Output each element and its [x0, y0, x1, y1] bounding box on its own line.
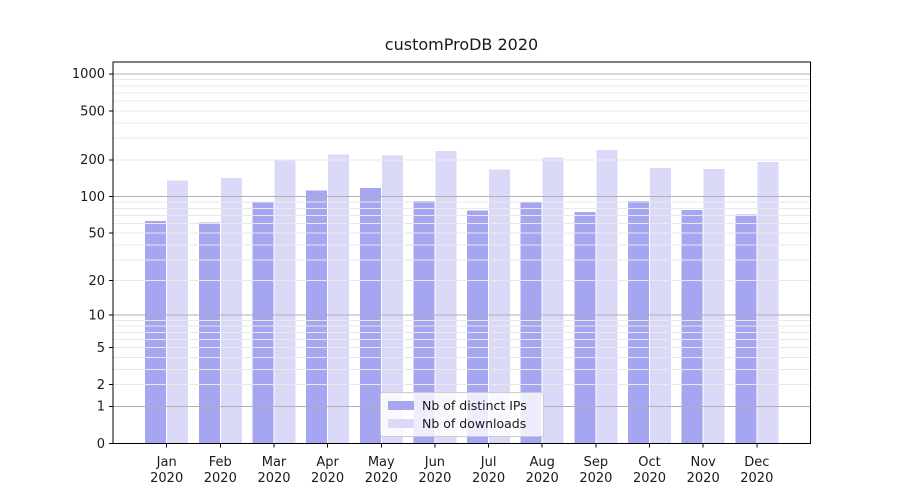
y-tick-label: 0: [97, 437, 105, 452]
x-tick-label: Oct 2020: [633, 455, 666, 486]
bar-downloads-may: [381, 155, 403, 444]
bar-distinct-ips-jun: [413, 201, 435, 444]
x-tick-label: May 2020: [365, 455, 398, 486]
y-tick-label: 5: [97, 341, 105, 356]
bar-distinct-ips-apr: [306, 190, 328, 444]
bar-downloads-aug: [542, 157, 564, 444]
legend-item-distinct-ips: Nb of distinct IPs: [388, 398, 536, 413]
legend-item-downloads: Nb of downloads: [388, 416, 536, 431]
bar-downloads-mar: [274, 160, 296, 444]
bar-downloads-jan: [167, 180, 189, 444]
x-axis: Jan 2020 Feb 2020 Mar 2020 Apr 2020 May 2020 Jun 20…: [150, 443, 773, 486]
x-tick-label: Sep 2020: [579, 455, 612, 486]
y-tick-label: 2: [97, 378, 105, 393]
bar-downloads-nov: [703, 169, 725, 444]
bar-distinct-ips-aug: [520, 201, 542, 444]
bar-downloads-dec: [757, 161, 779, 444]
legend-label-downloads: Nb of downloads: [422, 416, 527, 431]
bar-downloads-jul: [489, 169, 511, 444]
x-tick-label: Jul 2020: [472, 455, 505, 486]
bar-distinct-ips-oct: [628, 201, 650, 444]
y-tick-label: 1: [97, 400, 105, 415]
bar-distinct-ips-sep: [574, 211, 596, 444]
legend-swatch-distinct-ips: [388, 401, 414, 410]
y-tick-label: 50: [88, 227, 105, 242]
bar-distinct-ips-feb: [198, 222, 220, 444]
legend: Nb of distinct IPs Nb of downloads: [380, 392, 544, 437]
legend-label-distinct-ips: Nb of distinct IPs: [422, 398, 527, 413]
y-tick-label: 500: [80, 104, 105, 119]
x-tick-label: Dec 2020: [740, 455, 773, 486]
bar-distinct-ips-mar: [252, 201, 274, 444]
series-distinct-ips: [145, 187, 757, 444]
chart-title: customProDB 2020: [384, 35, 539, 54]
legend-swatch-downloads: [388, 419, 414, 428]
bar-distinct-ips-jul: [467, 210, 489, 444]
bar-downloads-apr: [328, 154, 350, 444]
x-tick-label: Feb 2020: [204, 455, 237, 486]
x-tick-label: Aug 2020: [526, 455, 559, 486]
bar-downloads-oct: [650, 167, 672, 444]
gridlines: [113, 73, 811, 407]
y-tick-label: 100: [80, 190, 105, 205]
plot-frame: [112, 61, 812, 445]
bar-distinct-ips-dec: [735, 214, 757, 444]
bars: [145, 150, 779, 444]
y-tick-label: 10: [88, 309, 105, 324]
bar-downloads-sep: [596, 150, 618, 444]
y-tick-label: 1000: [72, 67, 105, 82]
x-tick-label: Mar 2020: [257, 455, 290, 486]
x-tick-label: Jun 2020: [418, 455, 451, 486]
x-tick-label: Nov 2020: [687, 455, 720, 486]
bar-downloads-feb: [220, 178, 242, 444]
x-tick-label: Apr 2020: [311, 455, 344, 486]
y-tick-label: 20: [88, 274, 105, 289]
y-tick-label: 200: [80, 153, 105, 168]
x-tick-label: Jan 2020: [150, 455, 183, 486]
